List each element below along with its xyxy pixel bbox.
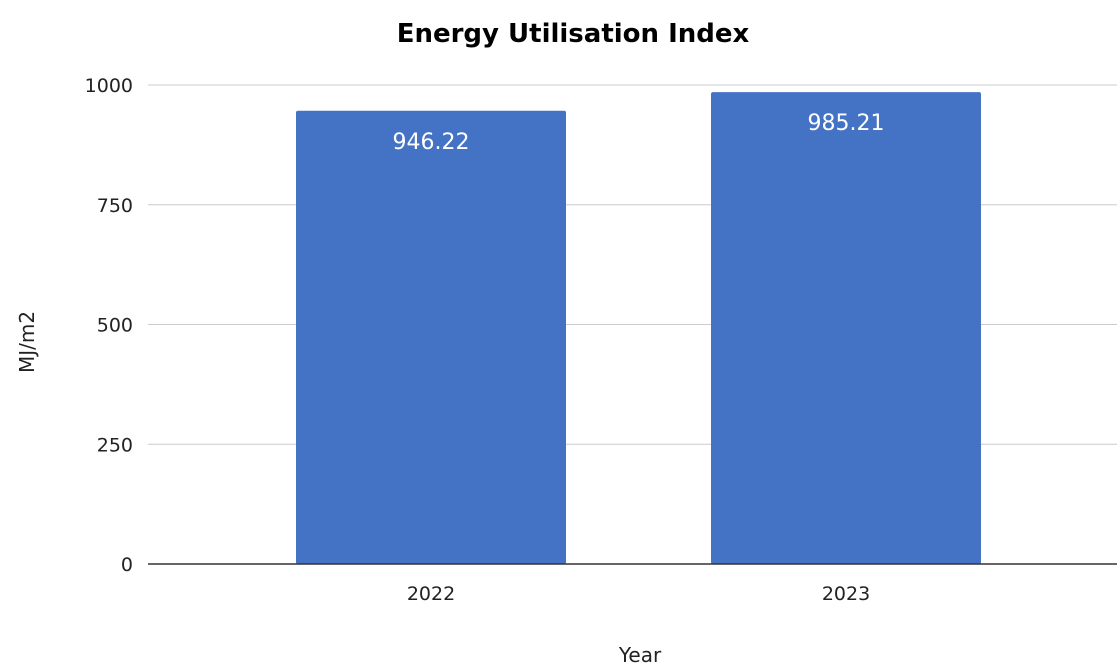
y-axis-ticks: 0 250 500 750 1000 (85, 75, 133, 576)
x-tick-label: 2023 (822, 583, 870, 605)
x-axis-label: Year (618, 643, 662, 667)
data-label: 946.22 (393, 130, 470, 155)
y-tick-label: 1000 (85, 75, 133, 97)
x-tick-label: 2022 (407, 583, 455, 605)
y-tick-label: 250 (97, 434, 133, 456)
bar-2023 (711, 92, 981, 564)
y-axis-label: MJ/m2 (15, 311, 39, 373)
bars (296, 92, 981, 564)
data-label: 985.21 (808, 111, 885, 136)
data-labels: 946.22 985.21 (393, 111, 885, 155)
bar-2022 (296, 110, 566, 564)
y-tick-label: 500 (97, 315, 133, 337)
y-tick-label: 0 (121, 554, 133, 576)
chart-title: Energy Utilisation Index (397, 19, 750, 49)
x-axis-ticks: 2022 2023 (407, 583, 870, 605)
y-tick-label: 750 (97, 195, 133, 217)
